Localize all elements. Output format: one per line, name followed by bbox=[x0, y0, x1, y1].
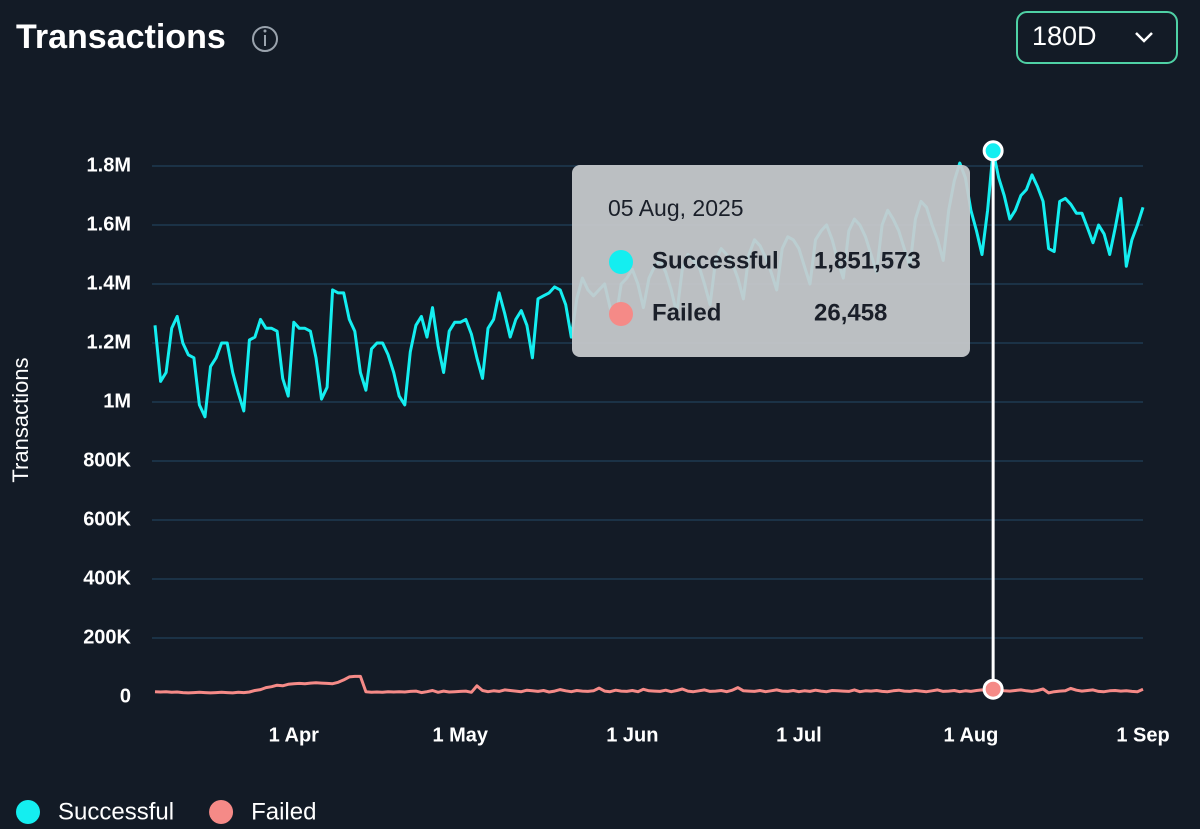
y-axis-label: Transactions bbox=[8, 357, 33, 482]
y-tick-label: 1.8M bbox=[87, 154, 131, 176]
legend-label: Failed bbox=[251, 798, 316, 825]
hover-point bbox=[982, 140, 1004, 162]
y-tick-label: 600K bbox=[83, 508, 131, 530]
info-icon[interactable] bbox=[252, 26, 278, 52]
x-tick-label: 1 Jun bbox=[606, 724, 658, 746]
legend: Successful Failed bbox=[16, 798, 316, 825]
x-tick-label: 1 Apr bbox=[269, 724, 320, 746]
dropdown-value: 180D bbox=[1032, 21, 1097, 51]
series-line bbox=[154, 674, 1144, 695]
grid: 0 200K 400K 600K 800K 1M 1.2M 1.4M 1.6M 1.8M 1 Apr… bbox=[83, 154, 1169, 746]
hover-point bbox=[982, 678, 1004, 700]
y-tick-label: 0 bbox=[120, 685, 131, 707]
tooltip-swatch bbox=[609, 302, 633, 326]
y-tick-label: 800K bbox=[83, 449, 131, 471]
y-tick-label: 400K bbox=[83, 567, 131, 589]
tooltip-value: 26,458 bbox=[814, 299, 887, 326]
y-tick-label: 1.6M bbox=[87, 213, 131, 235]
dropdown-box[interactable] bbox=[1016, 11, 1178, 64]
tooltip: 05 Aug, 2025 Successful 1,851,573 Failed 26,… bbox=[572, 140, 1004, 700]
x-tick-label: 1 May bbox=[432, 724, 488, 746]
y-tick-label: 1.2M bbox=[87, 331, 131, 353]
y-tick-label: 1.4M bbox=[87, 272, 131, 294]
tooltip-series-name: Failed bbox=[652, 299, 721, 326]
x-tick-label: 1 Sep bbox=[1116, 724, 1169, 746]
legend-swatch bbox=[209, 800, 234, 824]
period-dropdown[interactable]: 180D bbox=[1016, 11, 1178, 64]
chart-title: Transactions bbox=[16, 18, 226, 56]
x-tick-label: 1 Jul bbox=[776, 724, 822, 746]
tooltip-swatch bbox=[609, 250, 633, 274]
tooltip-title: 05 Aug, 2025 bbox=[608, 195, 744, 221]
dropdown-chevron bbox=[1135, 32, 1153, 43]
info-icon-dot bbox=[263, 29, 267, 33]
legend-swatch bbox=[16, 800, 40, 824]
legend-label: Successful bbox=[58, 798, 174, 825]
tooltip-box bbox=[572, 165, 970, 357]
tooltip-value: 1,851,573 bbox=[814, 247, 921, 274]
tooltip-series-name: Successful bbox=[652, 247, 779, 274]
x-tick-label: 1 Aug bbox=[944, 724, 999, 746]
y-tick-label: 1M bbox=[103, 390, 131, 412]
y-tick-label: 200K bbox=[83, 626, 131, 648]
